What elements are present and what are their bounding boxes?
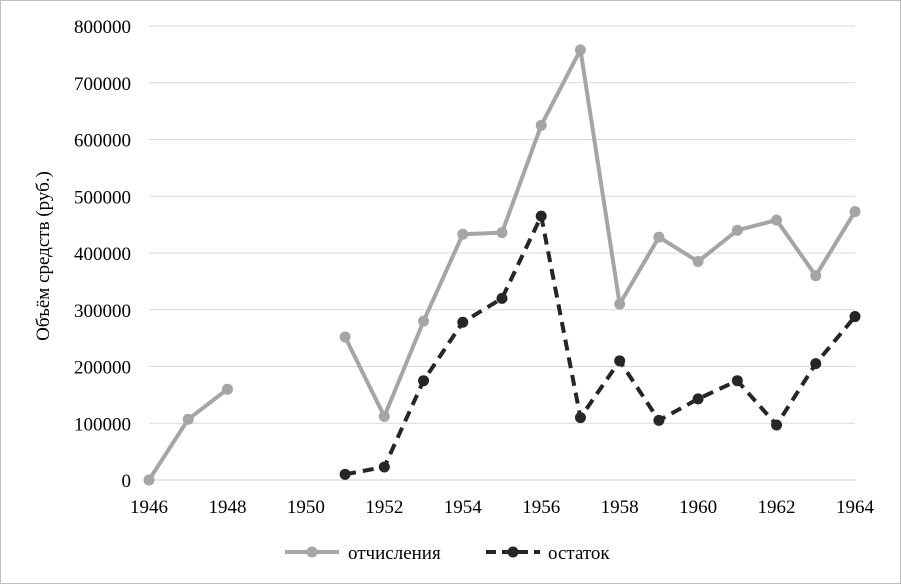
series-line-1 (344, 214, 857, 477)
legend-label-otchisleniya: отчисления (348, 543, 441, 564)
data-point-1 (339, 468, 351, 480)
grid-lines (149, 25, 855, 424)
data-point-0 (692, 256, 704, 268)
x-tick-labels: 1946 1948 1950 1952 1954 1956 1958 1960 1962 1964 (130, 497, 875, 518)
x-tick-label: 1950 (287, 497, 325, 518)
data-point-0 (731, 224, 743, 236)
data-point-0 (771, 214, 783, 226)
y-tick-label: 800000 (74, 17, 131, 38)
data-point-1 (810, 358, 822, 370)
y-tick-label: 200000 (74, 358, 131, 379)
data-point-1 (771, 419, 783, 431)
legend-label-ostatok: остаток (548, 543, 610, 564)
data-point-0 (614, 298, 626, 310)
data-point-0 (653, 231, 665, 243)
legend-swatch-marker-ostatok (507, 546, 519, 558)
y-tick-label: 700000 (74, 74, 131, 95)
data-point-0 (182, 413, 194, 425)
y-axis-title: Объём средств (руб.) (33, 171, 54, 341)
legend-swatch-marker-otchisleniya (306, 546, 318, 558)
series-1 (339, 210, 861, 480)
series-0 (143, 44, 861, 486)
y-tick-labels: 0 100000 200000 300000 400000 500000 600000 700… (74, 17, 131, 492)
data-point-1 (457, 316, 469, 328)
series-line-0 (343, 47, 857, 419)
x-tick-label: 1954 (444, 497, 483, 518)
data-point-1 (614, 355, 626, 367)
data-point-1 (653, 414, 665, 426)
x-tick-label: 1962 (758, 497, 796, 518)
data-point-0 (143, 474, 155, 486)
x-tick-label: 1960 (679, 497, 717, 518)
series-line-0 (147, 387, 229, 482)
data-point-1 (535, 210, 547, 222)
x-tick-label: 1946 (130, 497, 168, 518)
data-point-0 (418, 315, 430, 327)
data-point-0 (849, 206, 861, 218)
data-point-1 (731, 375, 743, 387)
data-point-0 (457, 228, 469, 240)
y-tick-label: 0 (122, 471, 132, 492)
y-tick-label: 300000 (74, 301, 131, 322)
data-point-1 (574, 412, 586, 424)
data-point-0 (221, 383, 233, 395)
x-tick-label: 1952 (365, 497, 403, 518)
series-plot-area (143, 44, 861, 486)
data-point-0 (378, 410, 390, 422)
x-tick-label: 1964 (836, 497, 875, 518)
x-tick-label: 1958 (601, 497, 639, 518)
y-tick-label: 100000 (74, 414, 131, 435)
legend-item-ostatok: остаток (486, 543, 610, 564)
data-point-1 (849, 311, 861, 323)
data-point-1 (496, 292, 508, 304)
x-tick-label: 1948 (208, 497, 246, 518)
y-tick-label: 400000 (74, 244, 131, 265)
y-tick-label: 500000 (74, 187, 131, 208)
legend: отчисления остаток (285, 543, 610, 564)
data-point-0 (496, 227, 508, 239)
data-point-0 (574, 44, 586, 56)
legend-item-otchisleniya: отчисления (285, 543, 441, 564)
x-tick-label: 1956 (522, 497, 560, 518)
data-point-1 (418, 375, 430, 387)
data-point-0 (535, 119, 547, 131)
data-point-1 (378, 461, 390, 473)
y-tick-label: 600000 (74, 131, 131, 152)
data-point-0 (810, 270, 822, 282)
data-point-0 (339, 331, 351, 343)
data-point-1 (692, 393, 704, 405)
